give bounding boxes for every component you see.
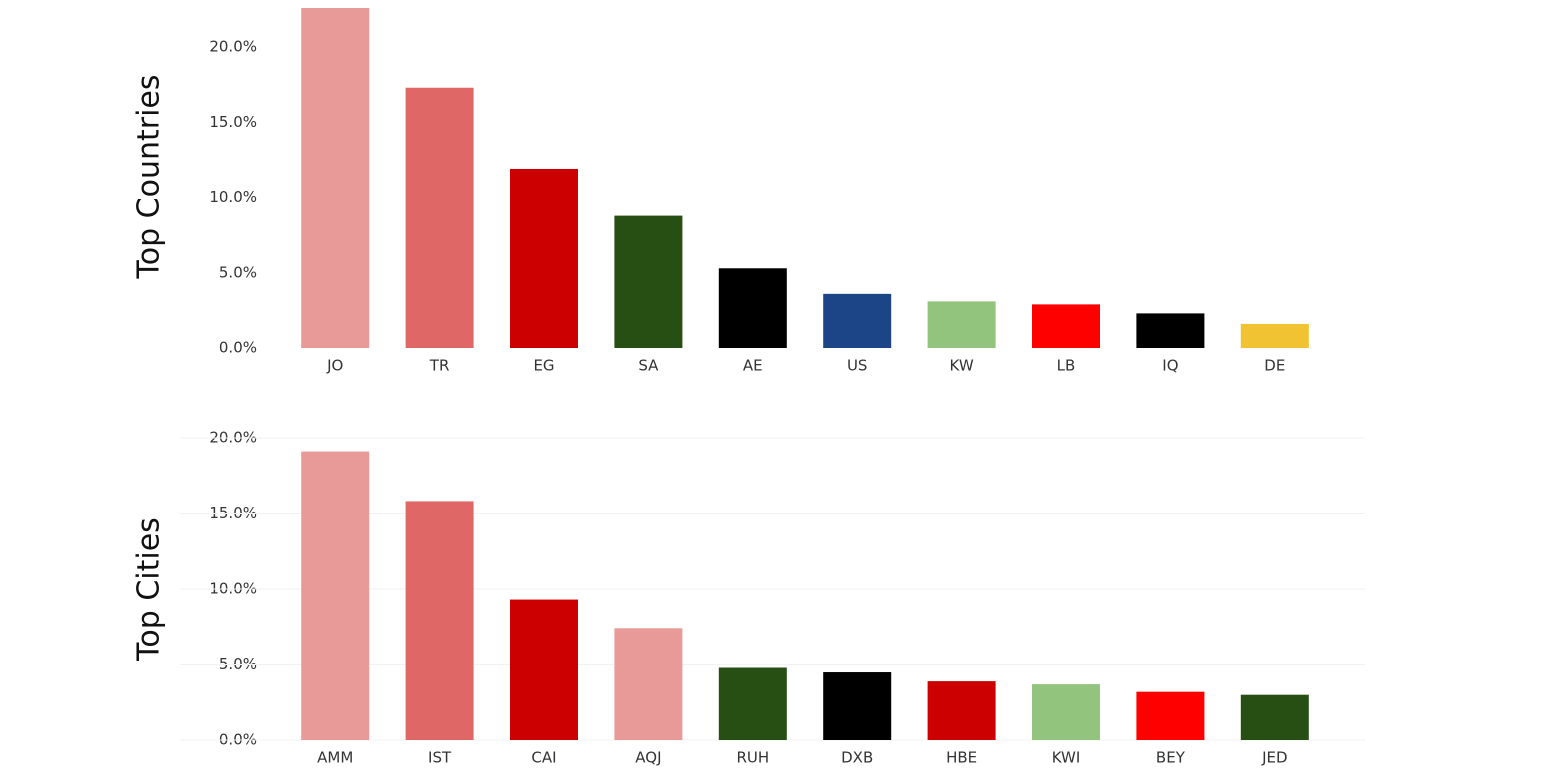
x-tick-label: HBE	[946, 749, 977, 767]
x-tick-label: KW	[950, 357, 974, 375]
y-tick-label: 15.0%	[209, 113, 257, 131]
y-tick-label: 20.0%	[209, 38, 257, 56]
bar	[405, 87, 474, 349]
y-tick-label: 10.0%	[209, 188, 257, 206]
bar	[510, 599, 578, 740]
bar	[301, 451, 370, 740]
bar	[927, 301, 996, 348]
x-tick-label: LB	[1057, 357, 1076, 375]
x-tick-label: AQJ	[635, 749, 661, 767]
bar	[1240, 323, 1309, 348]
x-tick-label: AMM	[317, 749, 353, 767]
bar	[718, 268, 787, 348]
x-tick-label: IQ	[1162, 357, 1178, 375]
bar	[1032, 304, 1100, 348]
bar	[405, 501, 474, 740]
x-tick-label: EG	[533, 357, 554, 375]
x-tick-label: CAI	[531, 749, 556, 767]
bar	[1240, 694, 1309, 740]
x-tick-label: JO	[326, 357, 343, 375]
x-tick-label: JED	[1261, 749, 1287, 767]
bar	[301, 8, 370, 349]
bar	[614, 628, 683, 740]
bar	[614, 215, 683, 348]
x-tick-label: DXB	[841, 749, 873, 767]
x-tick-label: KWI	[1052, 749, 1081, 767]
x-tick-label: TR	[429, 357, 450, 375]
x-tick-label: DE	[1264, 357, 1285, 375]
bar	[823, 672, 892, 740]
x-tick-label: IST	[428, 749, 452, 767]
bar	[1136, 691, 1205, 740]
x-tick-label: SA	[638, 357, 659, 375]
bar	[510, 168, 578, 348]
y-tick-label: 0.0%	[219, 339, 257, 357]
bar	[1136, 313, 1205, 348]
x-tick-label: US	[847, 357, 868, 375]
y-tick-label: 5.0%	[219, 263, 257, 281]
x-tick-label: RUH	[736, 749, 769, 767]
bar	[718, 667, 787, 740]
bar	[927, 681, 996, 740]
y-axis-title: Top Cities	[132, 517, 167, 662]
y-axis-title: Top Countries	[132, 74, 167, 279]
x-tick-label: AE	[743, 357, 763, 375]
bar	[1032, 684, 1100, 740]
bar	[823, 293, 892, 348]
x-tick-label: BEY	[1156, 749, 1186, 767]
